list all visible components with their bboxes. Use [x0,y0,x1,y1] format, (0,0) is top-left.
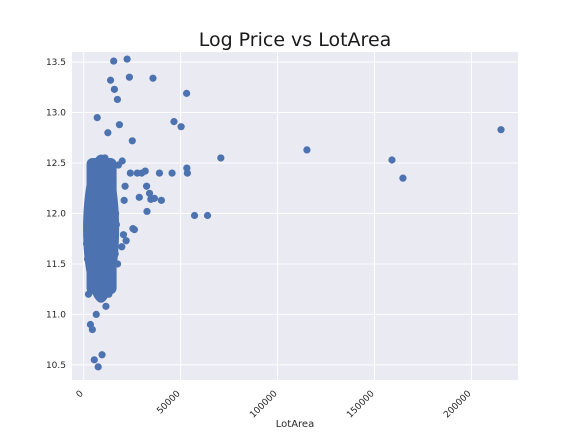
scatter-point [143,207,151,216]
scatter-point [105,290,113,298]
scatter-point [93,114,101,122]
scatter-point [121,182,129,190]
cluster-halo [83,154,120,303]
scatter-point [135,193,143,201]
scatter-point [126,169,134,177]
scatter-point [149,74,157,82]
x-axis-label: LotArea [276,419,314,430]
scatter-point [303,146,311,154]
scatter-point [82,240,91,248]
scatter-point [106,76,115,84]
scatter-point [120,196,128,204]
scatter-point [399,174,407,182]
scatter-point [190,211,199,220]
y-tick-labels: 10.5 11.0 11.5 12.0 12.5 13.0 13.5 [46,58,66,371]
x-tick-label: 200000 [442,389,474,421]
scatter-point [96,285,104,293]
scatter-point [183,89,191,97]
chart-title: Log Price vs LotArea [199,29,392,51]
scatter-point [107,275,115,283]
scatter-point [90,356,98,364]
scatter-point [108,254,117,262]
scatter-point [129,225,137,233]
x-tick-label: 50000 [155,389,183,417]
scatter-point [147,195,155,203]
scatter-point [84,290,93,298]
y-tick-label: 12.0 [46,209,66,219]
scatter-point [101,154,109,162]
x-tick-labels: 0 50000 100000 150000 200000 [75,389,474,421]
scatter-point [97,219,105,228]
scatter-point [118,243,126,251]
scatter-point [94,363,102,371]
y-tick-label: 11.5 [46,260,66,270]
scatter-point [110,85,118,93]
x-tick-label: 100000 [248,389,280,421]
scatter-point [145,189,154,197]
scatter-point [86,320,95,329]
scatter-point [95,169,103,177]
scatter-point [87,275,95,283]
scatter-point [168,169,176,177]
scatter-point [388,156,396,164]
scatter-point [123,55,131,63]
scatter-point [99,199,107,207]
scatter-point [497,126,505,134]
grid-lines [72,52,518,380]
scatter-point [125,73,133,81]
y-tick-label: 13.0 [46,109,66,119]
scatter-point [89,250,97,258]
scatter-point [112,220,121,229]
scatter-point [113,95,122,104]
scatter-point [119,231,128,239]
scatter-point [128,137,136,145]
scatter-point [104,129,112,137]
x-tick-label: 150000 [345,389,377,421]
y-tick-label: 10.5 [46,361,66,371]
scatter-point [155,169,164,177]
scatter-point [183,164,191,172]
plot-background [72,52,518,380]
scatter-point [100,265,108,273]
y-tick-label: 12.5 [46,159,66,169]
data-points [82,55,505,371]
scatter-point [83,255,92,263]
scatter-point [98,351,106,359]
scatter-point [157,196,165,204]
scatter-point [203,211,212,220]
scatter-point [114,161,122,169]
scatter-point [177,123,185,131]
scatter-point [115,121,124,129]
scatter-point [113,260,122,268]
scatter-point [170,118,178,126]
y-tick-label: 11.0 [46,310,66,320]
y-tick-label: 13.5 [46,58,66,68]
scatter-point [133,169,141,177]
scatter-point [102,302,110,310]
scatter-point [217,154,225,162]
scatter-point [112,209,120,218]
scatter-point [142,182,151,190]
scatter-point [110,57,118,65]
scatter-point [92,310,100,318]
x-tick-label: 0 [75,389,86,400]
scatter-point [106,175,114,183]
scatter-point [91,189,99,197]
scatter-point [122,237,130,245]
scatter-point [103,240,111,248]
